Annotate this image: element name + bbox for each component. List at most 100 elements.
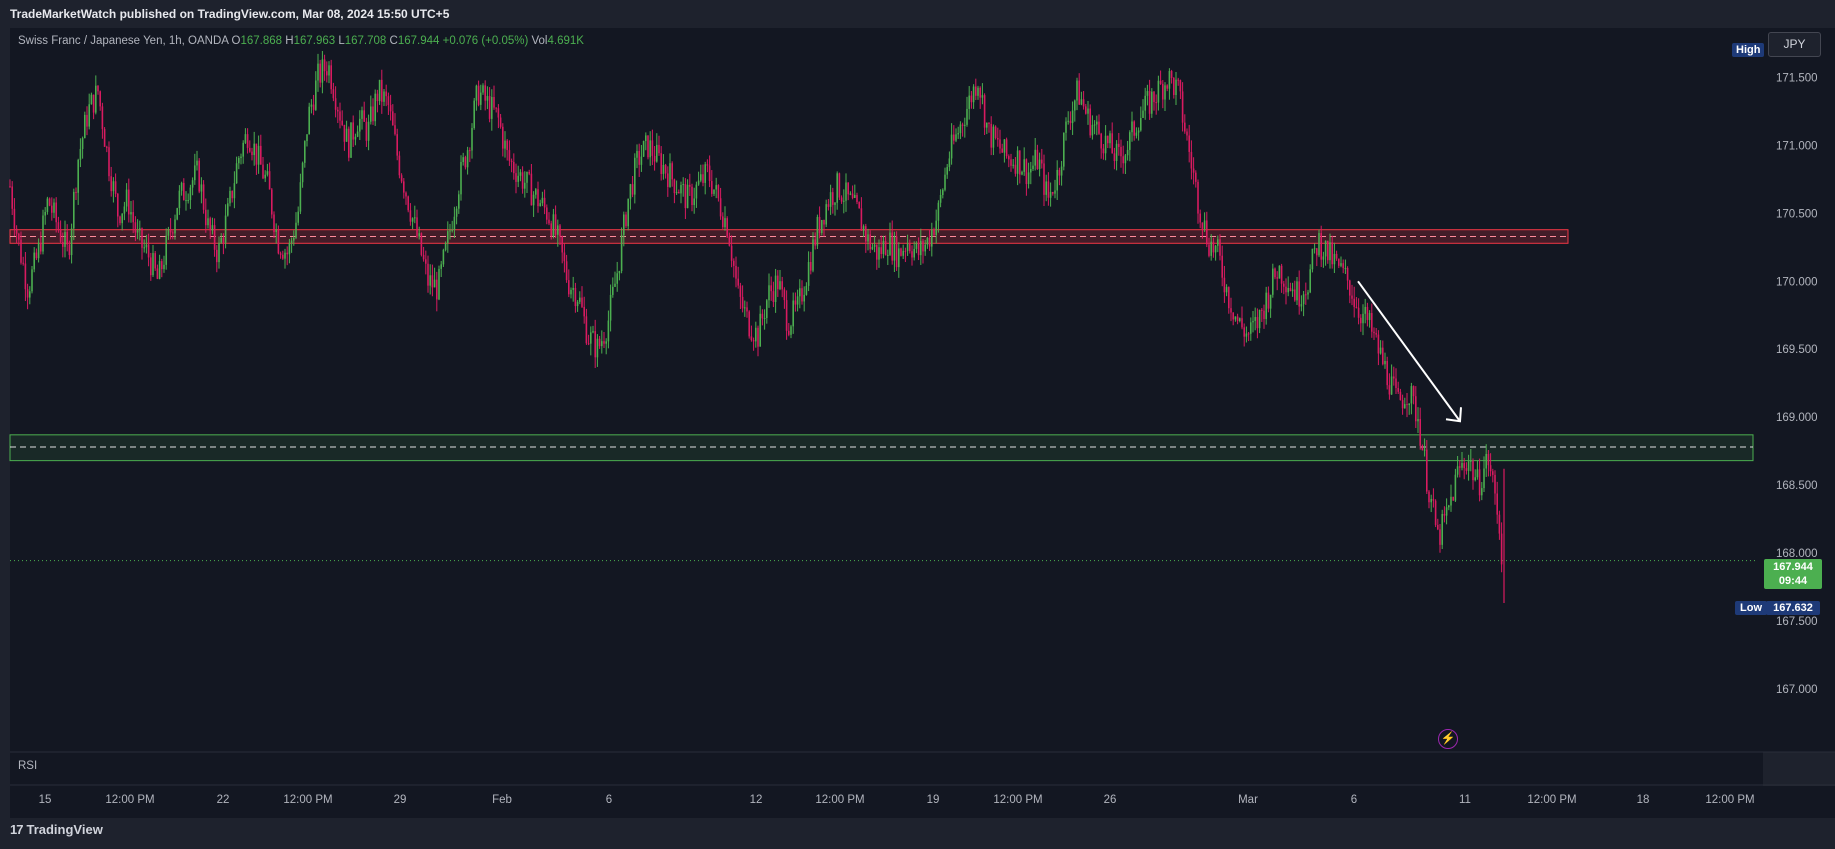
candle-body (1331, 242, 1333, 265)
candle-body (108, 147, 110, 177)
candle-body (229, 190, 231, 204)
candle-body (1027, 172, 1030, 185)
candle-body (1179, 80, 1182, 92)
candle-body (1478, 469, 1481, 496)
candle-body (871, 246, 874, 250)
candle-body (130, 212, 132, 215)
candle-body (1434, 500, 1437, 525)
candle-body (152, 253, 154, 276)
candle-body (675, 191, 678, 194)
candle-body (18, 233, 20, 240)
candle-body (1256, 317, 1259, 329)
candle-body (1104, 135, 1107, 154)
candle-body (1089, 108, 1091, 136)
candle-body (684, 184, 687, 209)
candle-body (185, 200, 187, 202)
candle-body (1289, 287, 1292, 292)
lightning-icon[interactable]: ⚡ (1438, 729, 1458, 749)
candle-body (246, 134, 249, 148)
candle-body (1087, 108, 1089, 114)
candle-body (614, 283, 616, 287)
candle-body (788, 330, 790, 335)
candle-body (1500, 533, 1503, 565)
candle-body (1118, 143, 1120, 147)
candle-body (328, 65, 330, 76)
candle-body (1467, 461, 1470, 471)
price-axis-bg (1763, 28, 1835, 752)
candle-body (84, 114, 86, 139)
candle-body (442, 249, 445, 265)
currency-button[interactable]: JPY (1768, 32, 1821, 57)
candle-body (59, 229, 62, 242)
candle-body (1173, 77, 1175, 95)
candle-body (436, 279, 438, 300)
candle-body (381, 79, 383, 102)
candle-body (860, 208, 863, 231)
candle-body (717, 185, 720, 199)
candle-body (370, 106, 372, 122)
candle-body (1353, 298, 1355, 307)
candle-body (880, 247, 882, 255)
candle-body (1382, 347, 1384, 365)
candle-body (1069, 120, 1072, 124)
candle-body (1269, 294, 1272, 309)
candle-body (1346, 268, 1349, 281)
time-tick-label: 12:00 PM (283, 794, 332, 806)
candle-body (867, 234, 869, 242)
candle-body (1470, 460, 1472, 462)
open-value: 167.868 (240, 35, 283, 47)
candle-body (1124, 155, 1127, 164)
symbol-legend[interactable]: Swiss Franc / Japanese Yen, 1h, OANDA O1… (18, 35, 584, 47)
candle-body (1258, 309, 1261, 329)
tradingview-logo[interactable]: 17 TradingView (10, 822, 103, 837)
candle-body (286, 252, 288, 255)
chart-pane[interactable] (10, 28, 1763, 818)
candle-body (658, 144, 660, 154)
candle-body (858, 202, 860, 209)
candle-body (143, 247, 145, 249)
candle-body (1208, 244, 1210, 256)
candle-body (374, 93, 376, 122)
candle-body (933, 229, 935, 236)
candle-body (590, 332, 592, 344)
candle-body (103, 129, 106, 147)
candle-body (1375, 333, 1377, 335)
candle-body (928, 237, 931, 247)
candle-body (660, 153, 662, 174)
candle-body (576, 301, 579, 307)
candle-body (904, 250, 907, 252)
candle-body (1234, 316, 1237, 320)
time-tick-label: 12 (750, 794, 763, 806)
candle-body (937, 202, 940, 221)
candle-body (1126, 149, 1129, 156)
candle-body (922, 240, 924, 252)
candle-body (167, 229, 170, 236)
candle-body (1021, 171, 1023, 175)
candle-body (948, 158, 951, 168)
candle-body (233, 183, 236, 199)
candle-body (271, 189, 273, 215)
candle-body (427, 263, 429, 286)
candle-body (128, 189, 130, 215)
candle-body (194, 165, 196, 181)
candle-body (1221, 255, 1223, 278)
publisher-text: TradeMarketWatch published on TradingVie… (10, 7, 450, 21)
candle-body (1181, 91, 1184, 123)
candle-body (1366, 306, 1369, 321)
candle-body (53, 202, 55, 213)
candle-body (1003, 139, 1006, 153)
rsi-indicator-label[interactable]: RSI (18, 760, 38, 772)
candle-body (755, 327, 757, 342)
candle-body (290, 240, 293, 244)
candle-body (1102, 148, 1105, 154)
candle-body (277, 229, 280, 254)
low-price-value: 167.632 (1766, 601, 1820, 615)
candle-body (1430, 498, 1432, 503)
candle-body (279, 253, 282, 255)
candle-body (1212, 241, 1215, 253)
candle-body (220, 237, 222, 243)
candle-body (708, 165, 711, 181)
candle-body (906, 243, 909, 251)
candle-body (224, 215, 227, 243)
